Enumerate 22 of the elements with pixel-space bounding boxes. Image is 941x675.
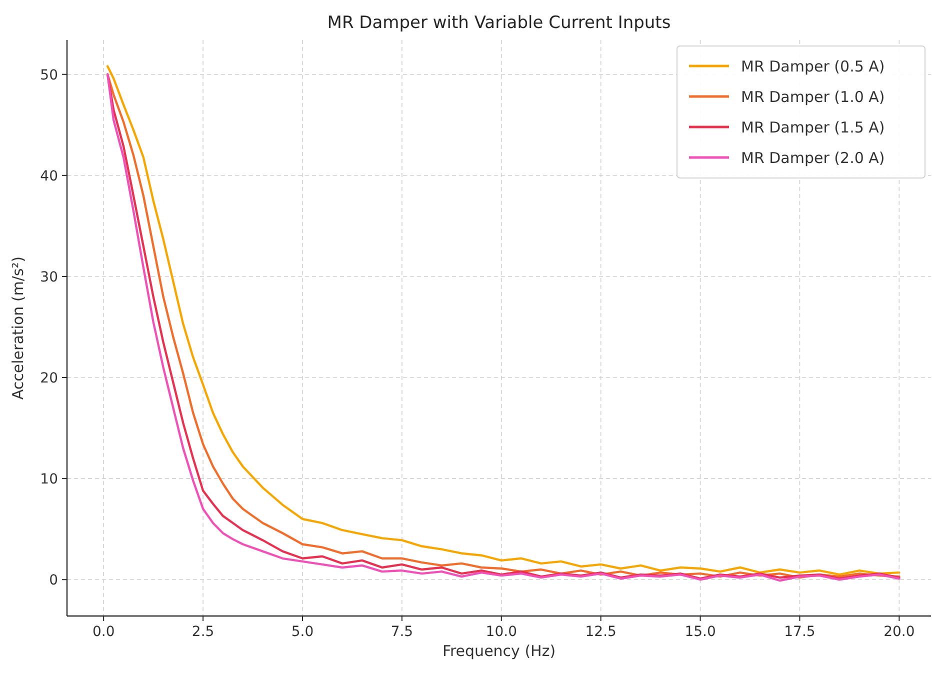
x-tick-label: 20.0 [884,624,915,640]
x-tick-label: 5.0 [291,624,314,640]
x-axis-title: Frequency (Hz) [442,642,556,660]
legend-label: MR Damper (1.0 A) [741,88,885,106]
x-tick-label: 12.5 [585,624,616,640]
y-tick-label: 0 [49,572,58,589]
legend-label: MR Damper (0.5 A) [741,57,885,76]
y-tick-label: 10 [40,471,58,488]
y-axis-title: Acceleration (m/s²) [9,256,27,400]
x-tick-label: 0.0 [92,624,115,640]
x-tick-label: 2.5 [192,624,214,640]
y-tick-label: 30 [40,269,58,286]
y-tick-label: 20 [40,370,58,386]
y-tick-label: 50 [40,67,58,84]
x-tick-label: 17.5 [784,624,816,640]
chart-title: MR Damper with Variable Current Inputs [327,13,671,33]
legend-label: MR Damper (1.5 A) [741,118,885,136]
legend-label: MR Damper (2.0 A) [741,148,885,167]
x-tick-label: 15.0 [684,624,716,640]
y-tick-label: 40 [40,168,58,184]
x-tick-label: 7.5 [390,624,414,640]
x-tick-label: 10.0 [486,624,517,640]
